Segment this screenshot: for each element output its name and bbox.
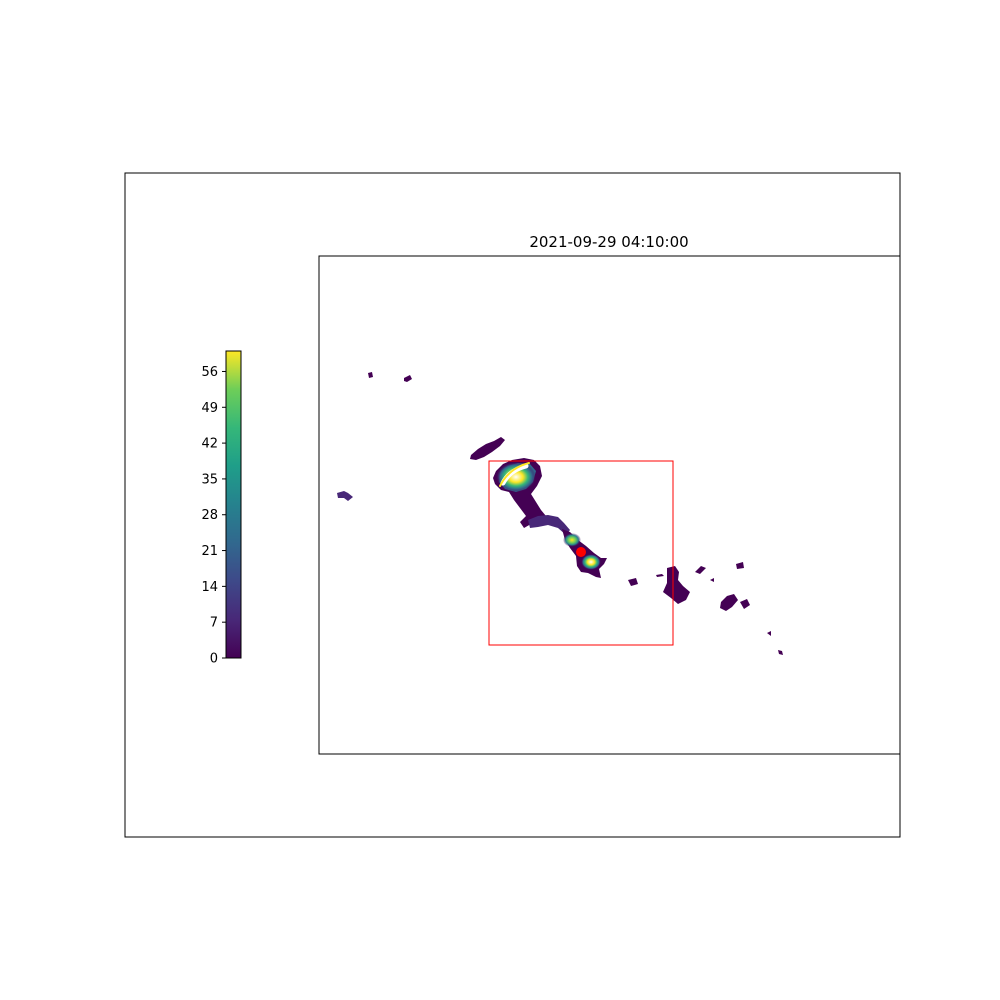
map-axes-frame [318, 255, 901, 755]
highlight-box [488, 460, 674, 646]
colorbar-tick-label-0: 0 [210, 652, 218, 667]
colorbar-tick-label-14: 14 [201, 580, 218, 595]
hotspot-north [496, 462, 536, 492]
island-west [337, 491, 353, 501]
colorbar-tick-label-7: 7 [210, 616, 218, 631]
hotspot-crescent-edge [499, 462, 530, 487]
colorbar-tick-label-49: 49 [201, 401, 218, 416]
hotspot-crescent [500, 463, 529, 486]
southeast-warm-1 [563, 533, 581, 547]
colorbar-tick-label-42: 42 [201, 437, 218, 452]
colorbar: 0 7 14 21 28 35 42 49 56 [201, 350, 242, 667]
island-east-9 [767, 631, 771, 636]
island-east-5 [736, 562, 744, 569]
island-east-7 [720, 594, 738, 611]
colorbar-tick-label-21: 21 [201, 544, 218, 559]
island-east-6 [710, 578, 714, 582]
heatmap-land [337, 372, 783, 655]
island-east-1 [628, 578, 638, 586]
island-nw-2 [404, 375, 412, 382]
island-nw-1 [368, 372, 373, 378]
red-marker [576, 547, 586, 557]
strip-island [528, 515, 570, 535]
colorbar-ticks: 0 7 14 21 28 35 42 49 56 [201, 365, 226, 667]
colorbar-tick-label-28: 28 [201, 508, 218, 523]
colorbar-gradient [225, 350, 242, 659]
colorbar-tick-label-35: 35 [201, 472, 218, 487]
island-east-10 [778, 650, 783, 655]
island-east-8 [740, 599, 750, 609]
island-east-2 [656, 574, 664, 577]
southeast-hot-2 [581, 554, 601, 570]
colorbar-tick-label-56: 56 [201, 365, 218, 380]
chart-title: 2021-09-29 04:10:00 [529, 233, 688, 251]
island-east-3 [663, 566, 690, 604]
island-east-4 [695, 566, 706, 574]
island-north [470, 437, 505, 460]
